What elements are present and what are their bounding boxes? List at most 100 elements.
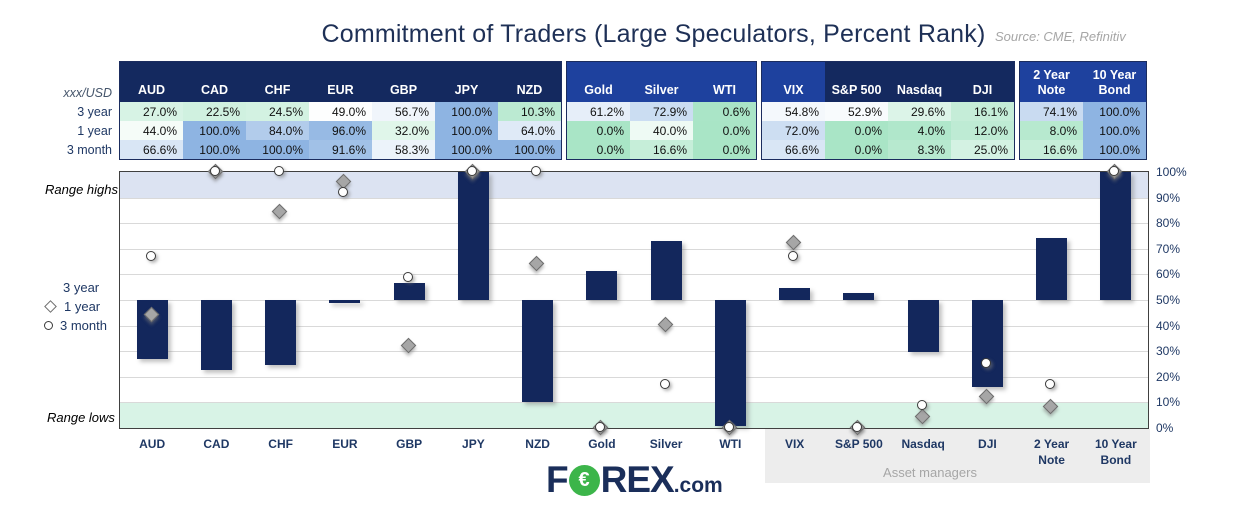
gridline xyxy=(120,376,1148,378)
table-cell: 100.0% xyxy=(1083,121,1146,140)
asset-managers-label: Asset managers xyxy=(883,465,977,480)
bar-3-year xyxy=(522,300,554,402)
bar-3-year xyxy=(265,300,297,366)
table-column-header: WTI xyxy=(693,62,756,102)
table-row-label: 3 year xyxy=(77,104,112,119)
bar-3-year xyxy=(329,300,361,303)
circle-3-month xyxy=(1109,165,1120,176)
diamond-1-year xyxy=(271,204,288,220)
table-cell: 16.6% xyxy=(1020,140,1083,159)
circle-3-month xyxy=(659,379,670,389)
table-cell: 52.9% xyxy=(825,102,888,121)
table-cell: 8.3% xyxy=(888,140,951,159)
circle-swatch-icon xyxy=(44,321,53,330)
circle-3-month xyxy=(145,251,156,261)
range-lows-label: Range lows xyxy=(47,410,115,425)
circle-3-month xyxy=(466,165,477,176)
y-axis-tick: 30% xyxy=(1156,344,1181,359)
legend-label: 3 month xyxy=(60,318,107,333)
table-cell: 32.0% xyxy=(372,121,435,140)
bar-3-year xyxy=(779,287,811,300)
table-cell: 0.0% xyxy=(693,140,756,159)
table-cell: 100.0% xyxy=(498,140,561,159)
x-axis-label: CHF xyxy=(268,437,293,451)
table-cell: 58.3% xyxy=(372,140,435,159)
x-axis-label: S&P 500 xyxy=(834,437,883,451)
circle-3-month xyxy=(916,400,927,411)
table-cell: 16.1% xyxy=(951,102,1014,121)
table-column-header: Nasdaq xyxy=(888,62,951,102)
table-column-header: EUR xyxy=(309,62,372,102)
circle-3-month xyxy=(531,165,542,176)
table-cell: 72.9% xyxy=(630,102,693,121)
logo-tld: .com xyxy=(673,474,723,497)
circle-3-month xyxy=(338,187,349,197)
circle-3-month xyxy=(595,421,606,432)
table-cell: 84.0% xyxy=(246,121,309,140)
diamond-swatch-icon xyxy=(44,300,57,313)
table-cell: 91.6% xyxy=(309,140,372,159)
table-cell: 100.0% xyxy=(435,102,498,121)
table-cell: 10.3% xyxy=(498,102,561,121)
circle-3-month xyxy=(1045,379,1056,389)
table-column-header: AUD xyxy=(120,62,183,102)
circle-3-month xyxy=(980,357,991,368)
table-cell: 100.0% xyxy=(1083,140,1146,159)
table-column-header: CAD xyxy=(183,62,246,102)
table-column-header: 10 Year Bond xyxy=(1083,62,1146,102)
range-lows-band xyxy=(120,402,1148,428)
logo-letters-rex: REX xyxy=(600,459,675,500)
bar-3-year xyxy=(650,241,682,300)
legend-item-3-year: 3 year xyxy=(44,278,107,297)
x-axis-label: Nasdaq xyxy=(901,437,945,451)
x-axis-label: VIX xyxy=(784,437,805,451)
table-cell: 0.0% xyxy=(567,140,630,159)
source-label: Source: CME, Refinitiv xyxy=(995,29,1126,44)
bar-swatch-icon xyxy=(44,282,56,294)
x-axis-label: WTI xyxy=(719,437,742,451)
logo-letter-f: F xyxy=(546,459,569,500)
y-axis-tick: 50% xyxy=(1156,293,1181,307)
gridline xyxy=(120,351,1148,353)
bar-3-year xyxy=(907,300,939,353)
table-cell: 66.6% xyxy=(120,140,183,159)
table-cell: 0.0% xyxy=(825,121,888,140)
bar-3-year xyxy=(971,300,1003,387)
gridline xyxy=(120,223,1148,225)
chart-legend: 3 year 1 year 3 month xyxy=(44,278,107,335)
bar-3-year xyxy=(457,172,489,300)
gridline xyxy=(120,325,1148,327)
bar-3-year xyxy=(714,300,746,427)
gridline xyxy=(120,274,1148,276)
table-cell: 56.7% xyxy=(372,102,435,121)
x-axis-label: DJI xyxy=(978,437,997,451)
table-column-header: VIX xyxy=(762,62,825,102)
circle-3-month xyxy=(402,272,413,283)
table-cell: 100.0% xyxy=(183,140,246,159)
table-column-header: 2 Year Note xyxy=(1020,62,1083,102)
table-cell: 22.5% xyxy=(183,102,246,121)
table-cell: 12.0% xyxy=(951,121,1014,140)
gridline xyxy=(120,402,1148,404)
legend-item-1-year: 1 year xyxy=(44,297,107,316)
range-highs-label: Range highs xyxy=(45,182,118,197)
table-column-header: DJI xyxy=(951,62,1014,102)
table-cell: 96.0% xyxy=(309,121,372,140)
table-cell: 100.0% xyxy=(435,121,498,140)
forex-logo: F € REX .com xyxy=(546,459,723,501)
x-axis-label: 2 Year Note xyxy=(1034,437,1070,467)
table-column-header: S&P 500 xyxy=(825,62,888,102)
gridline xyxy=(120,248,1148,250)
chart-plot xyxy=(119,163,1149,435)
table-cell: 100.0% xyxy=(435,140,498,159)
table-cell: 27.0% xyxy=(120,102,183,121)
table-cell: 8.0% xyxy=(1020,121,1083,140)
y-axis-tick: 70% xyxy=(1156,241,1181,256)
gridline xyxy=(120,197,1148,199)
page-title: Commitment of Traders (Large Speculators… xyxy=(321,20,986,48)
table-column-header: Silver xyxy=(630,62,693,102)
x-axis-label: Gold xyxy=(588,437,616,451)
table-cell: 0.0% xyxy=(825,140,888,159)
table-cell: 100.0% xyxy=(246,140,309,159)
legend-label: 3 year xyxy=(63,280,100,295)
